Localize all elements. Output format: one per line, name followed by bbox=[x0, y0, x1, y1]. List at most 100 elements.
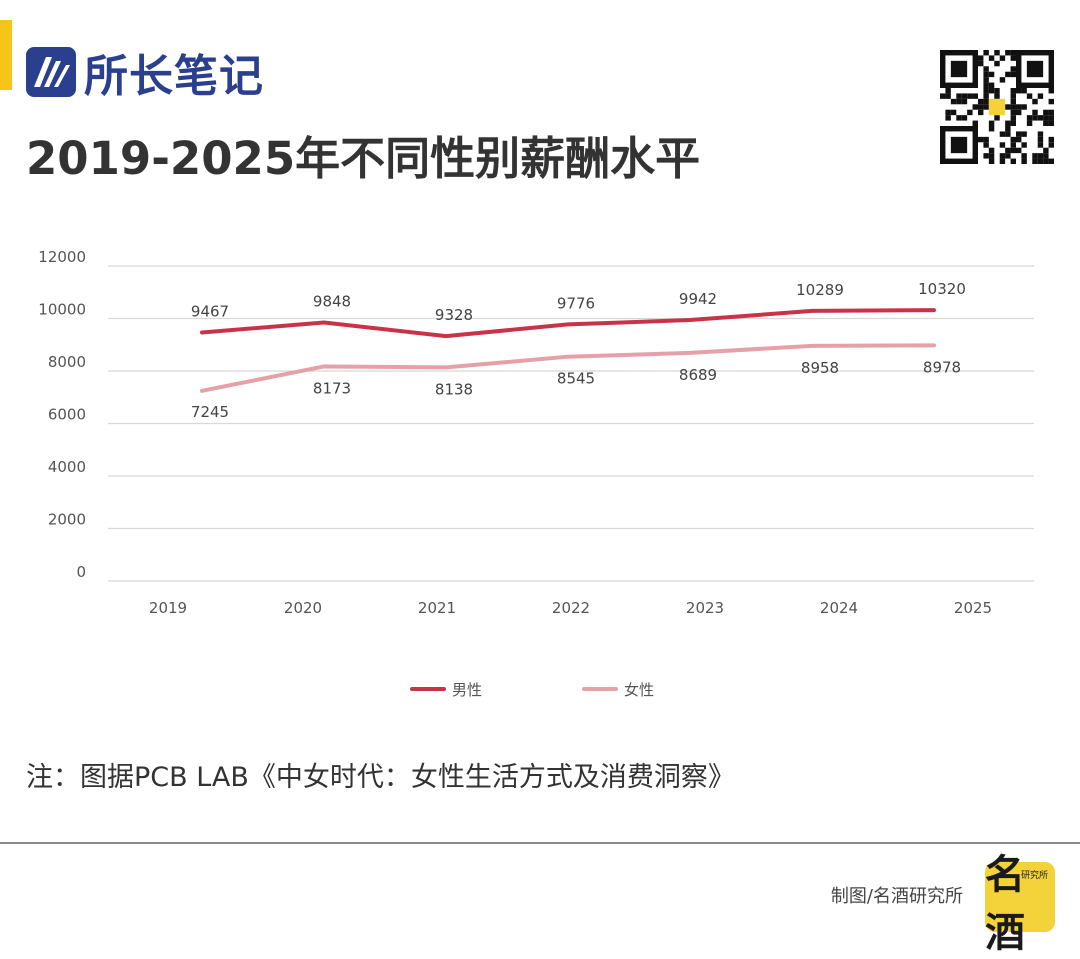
qr-module bbox=[988, 98, 1006, 116]
qr-module bbox=[983, 98, 989, 105]
qr-module bbox=[983, 93, 989, 99]
qr-module bbox=[978, 109, 984, 116]
data-label: 7245 bbox=[191, 403, 229, 421]
qr-module bbox=[1037, 115, 1044, 121]
qr-module bbox=[1010, 93, 1016, 99]
qr-module bbox=[956, 98, 962, 105]
qr-module bbox=[1043, 153, 1049, 159]
x-tick-label: 2023 bbox=[686, 599, 724, 617]
qr-module bbox=[988, 153, 995, 159]
qr-module bbox=[1010, 66, 1016, 72]
qr-module bbox=[999, 77, 1006, 83]
qr-module bbox=[1021, 142, 1027, 148]
qr-module bbox=[983, 104, 989, 110]
qr-module bbox=[983, 82, 989, 88]
y-tick-label: 2000 bbox=[48, 511, 86, 529]
data-label: 8173 bbox=[313, 379, 351, 397]
x-tick-label: 2025 bbox=[954, 599, 992, 617]
qr-module bbox=[950, 109, 957, 116]
qr-module bbox=[994, 50, 1000, 56]
x-tick-label: 2020 bbox=[284, 599, 322, 617]
qr-module bbox=[1037, 158, 1044, 164]
accent-bar bbox=[0, 20, 12, 90]
x-tick-label: 2021 bbox=[418, 599, 456, 617]
series-line bbox=[200, 308, 936, 339]
qr-module bbox=[1010, 98, 1016, 105]
qr-module bbox=[1005, 131, 1011, 137]
qr-module bbox=[994, 115, 1000, 121]
qr-module bbox=[950, 98, 957, 105]
qr-module bbox=[1005, 104, 1011, 110]
qr-module bbox=[1016, 88, 1022, 94]
qr-module bbox=[988, 55, 995, 61]
qr-module bbox=[1026, 115, 1033, 121]
qr-module bbox=[1048, 158, 1054, 164]
qr-module bbox=[1037, 136, 1044, 143]
qr-module bbox=[945, 93, 951, 99]
data-label: 9467 bbox=[191, 302, 229, 320]
qr-module bbox=[1021, 153, 1027, 159]
data-label: 8138 bbox=[435, 380, 473, 398]
qr-module bbox=[1005, 126, 1011, 132]
qr-module bbox=[1026, 60, 1044, 78]
qr-module bbox=[1021, 131, 1027, 137]
qr-module bbox=[1005, 71, 1011, 78]
qr-module bbox=[988, 71, 995, 78]
legend-label: 男性 bbox=[452, 681, 482, 699]
x-tick-label: 2022 bbox=[552, 599, 590, 617]
qr-module bbox=[983, 71, 989, 78]
qr-module bbox=[1043, 120, 1049, 126]
data-label: 8978 bbox=[923, 358, 961, 376]
data-label: 9776 bbox=[557, 294, 595, 312]
y-tick-label: 0 bbox=[76, 563, 86, 581]
y-tick-label: 10000 bbox=[38, 301, 86, 319]
qr-module bbox=[1016, 109, 1022, 116]
qr-module bbox=[978, 60, 984, 67]
qr-module bbox=[1010, 158, 1016, 164]
qr-module bbox=[1037, 153, 1044, 159]
data-label: 10289 bbox=[796, 281, 844, 299]
data-label: 9328 bbox=[435, 306, 473, 324]
qr-module bbox=[983, 66, 989, 72]
qr-module bbox=[983, 50, 989, 56]
qr-module bbox=[1021, 104, 1027, 110]
qr-module bbox=[1010, 142, 1016, 148]
qr-module bbox=[967, 109, 973, 116]
qr-module bbox=[1005, 50, 1011, 56]
qr-module bbox=[1016, 104, 1022, 110]
qr-module bbox=[1037, 131, 1044, 137]
qr-module bbox=[1043, 147, 1049, 154]
qr-module bbox=[1037, 142, 1044, 148]
qr-module bbox=[999, 153, 1006, 159]
qr-module bbox=[950, 136, 968, 154]
series-line bbox=[200, 343, 936, 393]
brand-logo: 所长笔记 bbox=[26, 46, 264, 102]
qr-module bbox=[1016, 136, 1022, 143]
data-label: 8958 bbox=[801, 359, 839, 377]
qr-module bbox=[978, 55, 984, 61]
qr-module bbox=[972, 93, 978, 99]
qr-module bbox=[1032, 98, 1038, 105]
logo-text: 所长笔记 bbox=[84, 51, 264, 102]
qr-module bbox=[1010, 104, 1016, 110]
qr-module bbox=[994, 93, 1000, 99]
qr-module bbox=[1016, 147, 1022, 154]
qr-module bbox=[1010, 55, 1016, 61]
brand-badge-icon: 研究所 名酒 bbox=[985, 851, 1055, 956]
qr-module bbox=[1032, 153, 1038, 159]
qr-module bbox=[956, 93, 962, 99]
qr-module bbox=[978, 136, 984, 143]
qr-module bbox=[1048, 109, 1054, 116]
qr-module bbox=[967, 93, 973, 99]
qr-module bbox=[1048, 115, 1054, 121]
qr-module bbox=[961, 93, 968, 99]
qr-code-icon[interactable] bbox=[938, 50, 1056, 164]
qr-module bbox=[983, 88, 989, 94]
x-tick-label: 2024 bbox=[820, 599, 858, 617]
qr-module bbox=[1010, 147, 1016, 154]
qr-module bbox=[956, 115, 962, 121]
qr-module bbox=[999, 131, 1006, 137]
qr-module bbox=[988, 82, 995, 88]
qr-module bbox=[1048, 142, 1054, 148]
qr-module bbox=[994, 88, 1000, 94]
